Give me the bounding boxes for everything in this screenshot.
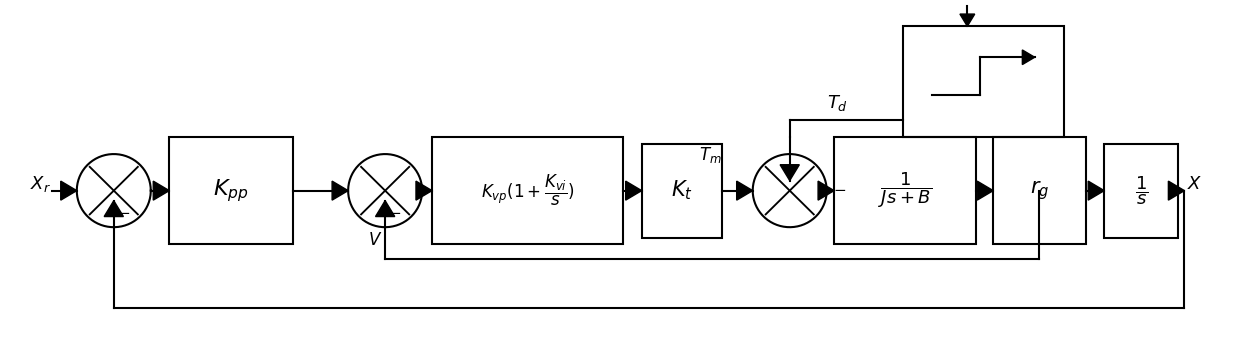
Polygon shape: [960, 14, 975, 26]
Polygon shape: [375, 201, 395, 217]
Bar: [432, 137, 623, 244]
Bar: [1104, 144, 1178, 238]
Bar: [994, 137, 1085, 244]
Text: $T_m$: $T_m$: [700, 146, 722, 165]
Text: $K_{pp}$: $K_{pp}$: [213, 177, 249, 204]
Polygon shape: [154, 181, 170, 200]
Bar: [834, 137, 976, 244]
Text: $K_{vp}(1+\dfrac{K_{vi}}{s})$: $K_{vp}(1+\dfrac{K_{vi}}{s})$: [481, 173, 575, 208]
Polygon shape: [1088, 181, 1104, 200]
Text: $-$: $-$: [833, 181, 846, 196]
Text: $-$: $-$: [116, 204, 130, 219]
Polygon shape: [737, 181, 753, 200]
Text: $r_g$: $r_g$: [1030, 179, 1049, 202]
Text: $T_d$: $T_d$: [826, 93, 847, 114]
Polygon shape: [61, 181, 77, 200]
Polygon shape: [978, 181, 994, 200]
Polygon shape: [104, 201, 124, 217]
Polygon shape: [332, 181, 348, 200]
Polygon shape: [781, 165, 799, 181]
Polygon shape: [818, 181, 834, 200]
Text: $-$: $-$: [389, 204, 401, 219]
Text: $\dfrac{1}{s}$: $\dfrac{1}{s}$: [1135, 174, 1149, 207]
Polygon shape: [416, 181, 432, 200]
Bar: [170, 137, 292, 244]
Bar: [642, 144, 722, 238]
Polygon shape: [1168, 181, 1184, 200]
Text: $X_r$: $X_r$: [30, 174, 51, 194]
Bar: [903, 26, 1063, 137]
Text: $\dfrac{1}{Js+B}$: $\dfrac{1}{Js+B}$: [878, 171, 932, 210]
Text: $K_t$: $K_t$: [670, 179, 693, 203]
Polygon shape: [626, 181, 642, 200]
Polygon shape: [1022, 50, 1035, 64]
Text: $V$: $V$: [368, 231, 383, 249]
Text: $X$: $X$: [1187, 175, 1202, 193]
